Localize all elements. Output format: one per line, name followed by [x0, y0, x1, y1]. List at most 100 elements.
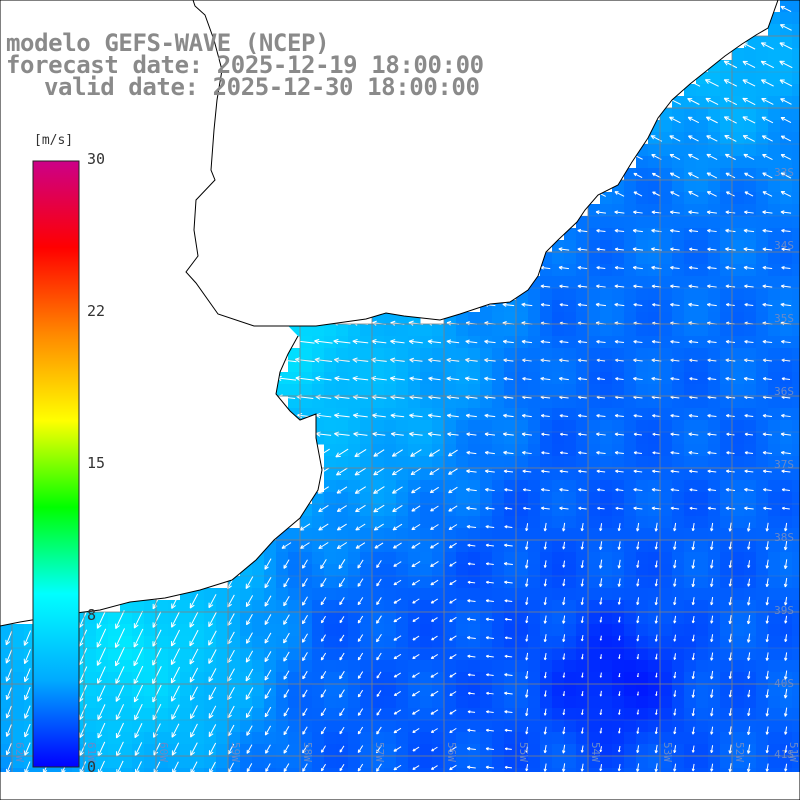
- wind-arrow: [691, 634, 695, 642]
- wind-arrow: [525, 578, 529, 587]
- wind-arrow: [654, 615, 658, 624]
- wind-arrow: [96, 610, 107, 629]
- wind-arrow: [710, 726, 714, 735]
- latitude-label: 37S: [774, 458, 794, 471]
- wind-arrow: [190, 761, 198, 772]
- wind-arrow: [780, 135, 791, 142]
- wind-arrow: [742, 79, 756, 87]
- wind-arrow: [467, 599, 476, 603]
- wind-arrow: [707, 450, 717, 455]
- wind-arrow: [393, 672, 402, 678]
- wind-arrow: [636, 522, 640, 532]
- wind-arrow: [781, 228, 791, 233]
- latitude-label: 40S: [774, 677, 794, 690]
- wind-arrow: [689, 247, 698, 252]
- wind-arrow: [541, 432, 550, 436]
- wind-arrow: [559, 284, 569, 289]
- wind-arrow: [779, 42, 793, 50]
- wind-arrow: [562, 634, 566, 642]
- wind-arrow: [357, 652, 364, 661]
- wind-arrow: [728, 671, 732, 679]
- wind-arrow: [615, 488, 624, 492]
- wind-arrow: [581, 690, 584, 697]
- wind-arrow: [728, 633, 732, 643]
- colorbar-tick-30: 30: [87, 150, 106, 168]
- wind-arrow: [614, 284, 625, 289]
- wind-arrow: [558, 265, 570, 270]
- wind-arrow: [355, 504, 366, 513]
- wind-arrow: [632, 228, 643, 233]
- wind-arrow: [504, 617, 512, 621]
- longitude-label: 56W: [445, 742, 458, 762]
- wind-arrow: [780, 5, 792, 13]
- wind-arrow: [655, 691, 658, 696]
- wind-arrow: [654, 522, 658, 532]
- wind-arrow: [264, 706, 272, 718]
- wind-arrow: [283, 651, 290, 662]
- wind-arrow: [691, 671, 695, 680]
- wind-arrow: [784, 634, 788, 642]
- wind-arrow: [393, 598, 402, 604]
- wind-arrow: [580, 541, 584, 550]
- wind-arrow: [24, 705, 31, 719]
- wind-arrow: [746, 744, 751, 754]
- wind-arrow: [761, 135, 773, 142]
- wind-arrow: [133, 684, 144, 703]
- wind-arrow: [669, 116, 681, 124]
- wind-arrow: [707, 265, 717, 270]
- wind-arrow: [742, 116, 756, 124]
- wind-arrow: [448, 524, 458, 530]
- wind-arrow: [765, 596, 769, 606]
- wind-arrow: [373, 486, 385, 494]
- wind-arrow: [706, 210, 717, 215]
- wind-arrow: [596, 247, 606, 252]
- wind-arrow: [688, 339, 699, 344]
- wind-arrow: [710, 634, 714, 643]
- wind-arrow: [504, 710, 513, 714]
- wind-arrow: [707, 488, 717, 492]
- wind-arrow: [691, 578, 695, 588]
- wind-arrow: [747, 671, 751, 680]
- wind-arrow: [762, 377, 772, 381]
- wind-arrow: [114, 628, 125, 648]
- wind-arrow: [208, 705, 217, 719]
- wind-arrow: [710, 670, 714, 680]
- wind-arrow: [283, 707, 290, 717]
- wind-arrow: [485, 599, 494, 603]
- wind-arrow: [744, 191, 754, 197]
- wind-arrow: [543, 578, 547, 587]
- wind-arrow: [580, 745, 584, 753]
- wind-arrow: [525, 597, 529, 605]
- wind-arrow: [504, 599, 513, 603]
- wind-arrow: [580, 522, 584, 532]
- wind-arrow: [558, 247, 570, 252]
- wind-arrow: [577, 247, 588, 252]
- wind-arrow: [467, 710, 476, 714]
- wind-arrow: [302, 744, 308, 754]
- wind-arrow: [559, 451, 568, 455]
- wind-arrow: [411, 486, 421, 494]
- wind-arrow: [485, 617, 494, 621]
- wind-arrow: [24, 761, 31, 772]
- wind-arrow: [485, 562, 494, 566]
- wind-arrow: [283, 559, 290, 569]
- wind-arrow: [466, 469, 477, 474]
- wind-arrow: [96, 628, 107, 648]
- wind-arrow: [320, 726, 327, 735]
- wind-arrow: [373, 523, 384, 531]
- wind-arrow: [543, 597, 547, 606]
- wind-arrow: [412, 617, 420, 622]
- latitude-label: 39S: [774, 604, 794, 617]
- wind-arrow: [726, 451, 735, 455]
- wind-arrow: [376, 690, 382, 697]
- wind-arrow: [633, 376, 643, 381]
- wind-arrow: [245, 576, 254, 589]
- wind-arrow: [486, 673, 494, 677]
- wind-arrow: [765, 689, 769, 699]
- wind-arrow: [691, 559, 696, 569]
- wind-arrow: [707, 413, 717, 418]
- wind-arrow: [133, 665, 144, 685]
- wind-arrow: [784, 522, 788, 532]
- wind-arrow: [428, 449, 440, 457]
- wind-arrow: [691, 652, 695, 661]
